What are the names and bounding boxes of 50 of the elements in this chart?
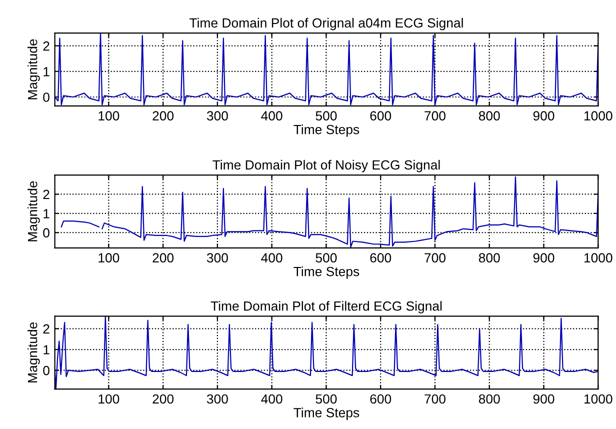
x-tick-label: 400 <box>261 394 282 404</box>
y-tick-label: 0 <box>43 228 50 238</box>
y-tick-label: 0 <box>43 366 50 376</box>
x-tick-label: 1000 <box>584 253 612 263</box>
y-axis-title: Magnitude <box>28 181 40 242</box>
x-tick-label: 500 <box>316 253 337 263</box>
x-tick-label: 500 <box>316 394 337 404</box>
chart-title: Time Domain Plot of Orignal a04m ECG Signal <box>190 18 463 30</box>
y-tick-label: 1 <box>44 209 50 218</box>
x-tick-label: 200 <box>152 394 174 404</box>
x-axis-title: Time Steps <box>294 266 360 279</box>
y-tick-label: 2 <box>43 324 50 334</box>
chart-title: Time Domain Plot of Noisy ECG Signal <box>212 160 440 172</box>
y-tick-label: 1 <box>44 67 50 76</box>
x-tick-label: 900 <box>533 394 554 404</box>
x-tick-label: 1000 <box>584 394 612 404</box>
x-tick-label: 800 <box>478 394 500 404</box>
x-tick-label: 700 <box>424 111 446 121</box>
x-tick-label: 200 <box>152 253 174 263</box>
x-tick-label: 600 <box>370 394 392 404</box>
y-tick-label: 1 <box>44 345 50 354</box>
x-tick-label: 200 <box>152 111 174 121</box>
x-tick-label: 800 <box>478 111 500 121</box>
x-tick-label: 900 <box>533 111 554 121</box>
y-tick-label: 2 <box>43 190 50 200</box>
x-tick-label: 500 <box>316 111 337 121</box>
x-tick-label: 100 <box>98 394 120 404</box>
x-tick-label: 700 <box>424 253 446 263</box>
line-series <box>54 316 598 390</box>
x-tick-label: 400 <box>261 253 282 263</box>
x-tick-label: 300 <box>206 394 228 404</box>
y-axis-title: Magnitude <box>28 322 40 382</box>
x-tick-label: 1000 <box>584 111 612 121</box>
x-tick-label: 300 <box>206 253 228 263</box>
x-tick-label: 700 <box>424 394 446 404</box>
line-series <box>54 33 598 106</box>
x-tick-label: 600 <box>370 111 392 121</box>
x-tick-label: 100 <box>98 111 120 121</box>
y-tick-label: 2 <box>43 41 50 51</box>
x-axis-title: Time Steps <box>294 124 360 137</box>
x-tick-label: 800 <box>478 253 500 263</box>
y-tick-label: 0 <box>43 92 50 102</box>
x-tick-label: 900 <box>533 253 554 263</box>
x-axis-title: Time Steps <box>294 408 360 420</box>
x-tick-label: 100 <box>98 253 120 263</box>
x-tick-label: 600 <box>370 253 392 263</box>
x-tick-label: 300 <box>206 111 228 121</box>
y-axis-title: Magnitude <box>28 39 40 100</box>
x-tick-label: 400 <box>261 111 282 121</box>
chart-title: Time Domain Plot of Filterd ECG Signal <box>210 301 442 314</box>
